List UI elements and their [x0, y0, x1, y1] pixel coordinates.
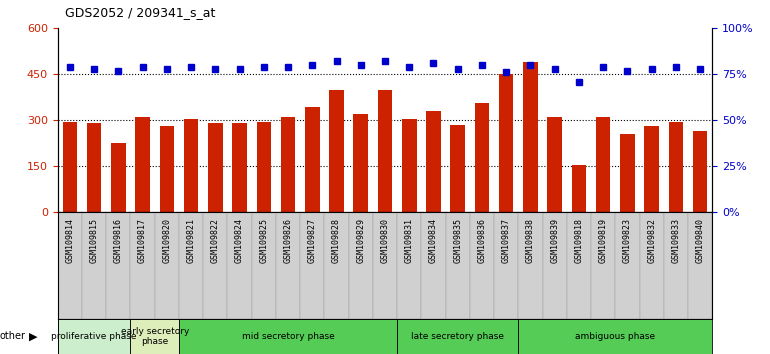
Bar [547, 117, 562, 212]
Bar [518, 212, 543, 319]
Bar [179, 212, 203, 319]
Text: GDS2052 / 209341_s_at: GDS2052 / 209341_s_at [65, 6, 216, 19]
Bar [155, 212, 179, 319]
Bar [136, 117, 150, 212]
Bar [324, 212, 349, 319]
Bar [397, 319, 518, 354]
Text: GSM109826: GSM109826 [283, 218, 293, 263]
Bar [256, 122, 271, 212]
Bar [276, 212, 300, 319]
Text: GSM109830: GSM109830 [380, 218, 390, 263]
Text: GSM109838: GSM109838 [526, 218, 535, 263]
Bar [62, 122, 77, 212]
Text: ▶: ▶ [29, 331, 38, 341]
Bar [474, 103, 489, 212]
Bar [644, 126, 659, 212]
Bar [305, 107, 320, 212]
Bar [179, 319, 397, 354]
Text: ambiguous phase: ambiguous phase [575, 332, 655, 341]
Bar [203, 212, 227, 319]
Bar [615, 212, 640, 319]
Bar [252, 212, 276, 319]
Bar [427, 111, 440, 212]
Bar [378, 90, 392, 212]
Bar [208, 124, 223, 212]
Text: GSM109829: GSM109829 [357, 218, 365, 263]
Bar [397, 212, 421, 319]
Text: GSM109835: GSM109835 [454, 218, 462, 263]
Bar [58, 319, 130, 354]
Text: GSM109817: GSM109817 [138, 218, 147, 263]
Text: GSM109821: GSM109821 [186, 218, 196, 263]
Text: GSM109823: GSM109823 [623, 218, 632, 263]
Bar [82, 212, 106, 319]
Bar [330, 90, 343, 212]
Bar [543, 212, 567, 319]
Bar [111, 143, 126, 212]
Text: GSM109825: GSM109825 [259, 218, 268, 263]
Text: GSM109839: GSM109839 [551, 218, 559, 263]
Bar [58, 212, 82, 319]
Bar [281, 117, 296, 212]
Text: other: other [0, 331, 26, 341]
Bar [640, 212, 664, 319]
Bar [227, 212, 252, 319]
Text: GSM109822: GSM109822 [211, 218, 219, 263]
Bar [518, 319, 712, 354]
Bar [494, 212, 518, 319]
Text: GSM109834: GSM109834 [429, 218, 438, 263]
Text: proliferative phase: proliferative phase [52, 332, 137, 341]
Bar [596, 117, 611, 212]
Text: GSM109814: GSM109814 [65, 218, 75, 263]
Text: GSM109840: GSM109840 [695, 218, 705, 263]
Bar [373, 212, 397, 319]
Bar [106, 212, 130, 319]
Bar [688, 212, 712, 319]
Bar [499, 74, 514, 212]
Bar [523, 62, 537, 212]
Bar [664, 212, 688, 319]
Bar [349, 212, 373, 319]
Bar [130, 319, 179, 354]
Bar [620, 134, 634, 212]
Text: GSM109833: GSM109833 [671, 218, 681, 263]
Text: mid secretory phase: mid secretory phase [242, 332, 334, 341]
Text: GSM109816: GSM109816 [114, 218, 123, 263]
Text: GSM109831: GSM109831 [405, 218, 413, 263]
Text: GSM109837: GSM109837 [502, 218, 511, 263]
Bar [591, 212, 615, 319]
Bar [668, 122, 683, 212]
Text: GSM109832: GSM109832 [647, 218, 656, 263]
Bar [421, 212, 446, 319]
Text: early secretory
phase: early secretory phase [121, 327, 189, 346]
Text: GSM109824: GSM109824 [235, 218, 244, 263]
Text: GSM109818: GSM109818 [574, 218, 584, 263]
Bar [130, 212, 155, 319]
Bar [233, 124, 247, 212]
Text: GSM109815: GSM109815 [89, 218, 99, 263]
Bar [470, 212, 494, 319]
Bar [159, 126, 174, 212]
Bar [446, 212, 470, 319]
Bar [87, 124, 102, 212]
Text: GSM109819: GSM109819 [598, 218, 608, 263]
Bar [450, 125, 465, 212]
Bar [693, 131, 708, 212]
Text: GSM109827: GSM109827 [308, 218, 316, 263]
Bar [300, 212, 324, 319]
Text: GSM109828: GSM109828 [332, 218, 341, 263]
Text: GSM109820: GSM109820 [162, 218, 172, 263]
Bar [353, 114, 368, 212]
Bar [402, 119, 417, 212]
Text: late secretory phase: late secretory phase [411, 332, 504, 341]
Bar [571, 165, 586, 212]
Bar [184, 119, 199, 212]
Bar [567, 212, 591, 319]
Text: GSM109836: GSM109836 [477, 218, 487, 263]
